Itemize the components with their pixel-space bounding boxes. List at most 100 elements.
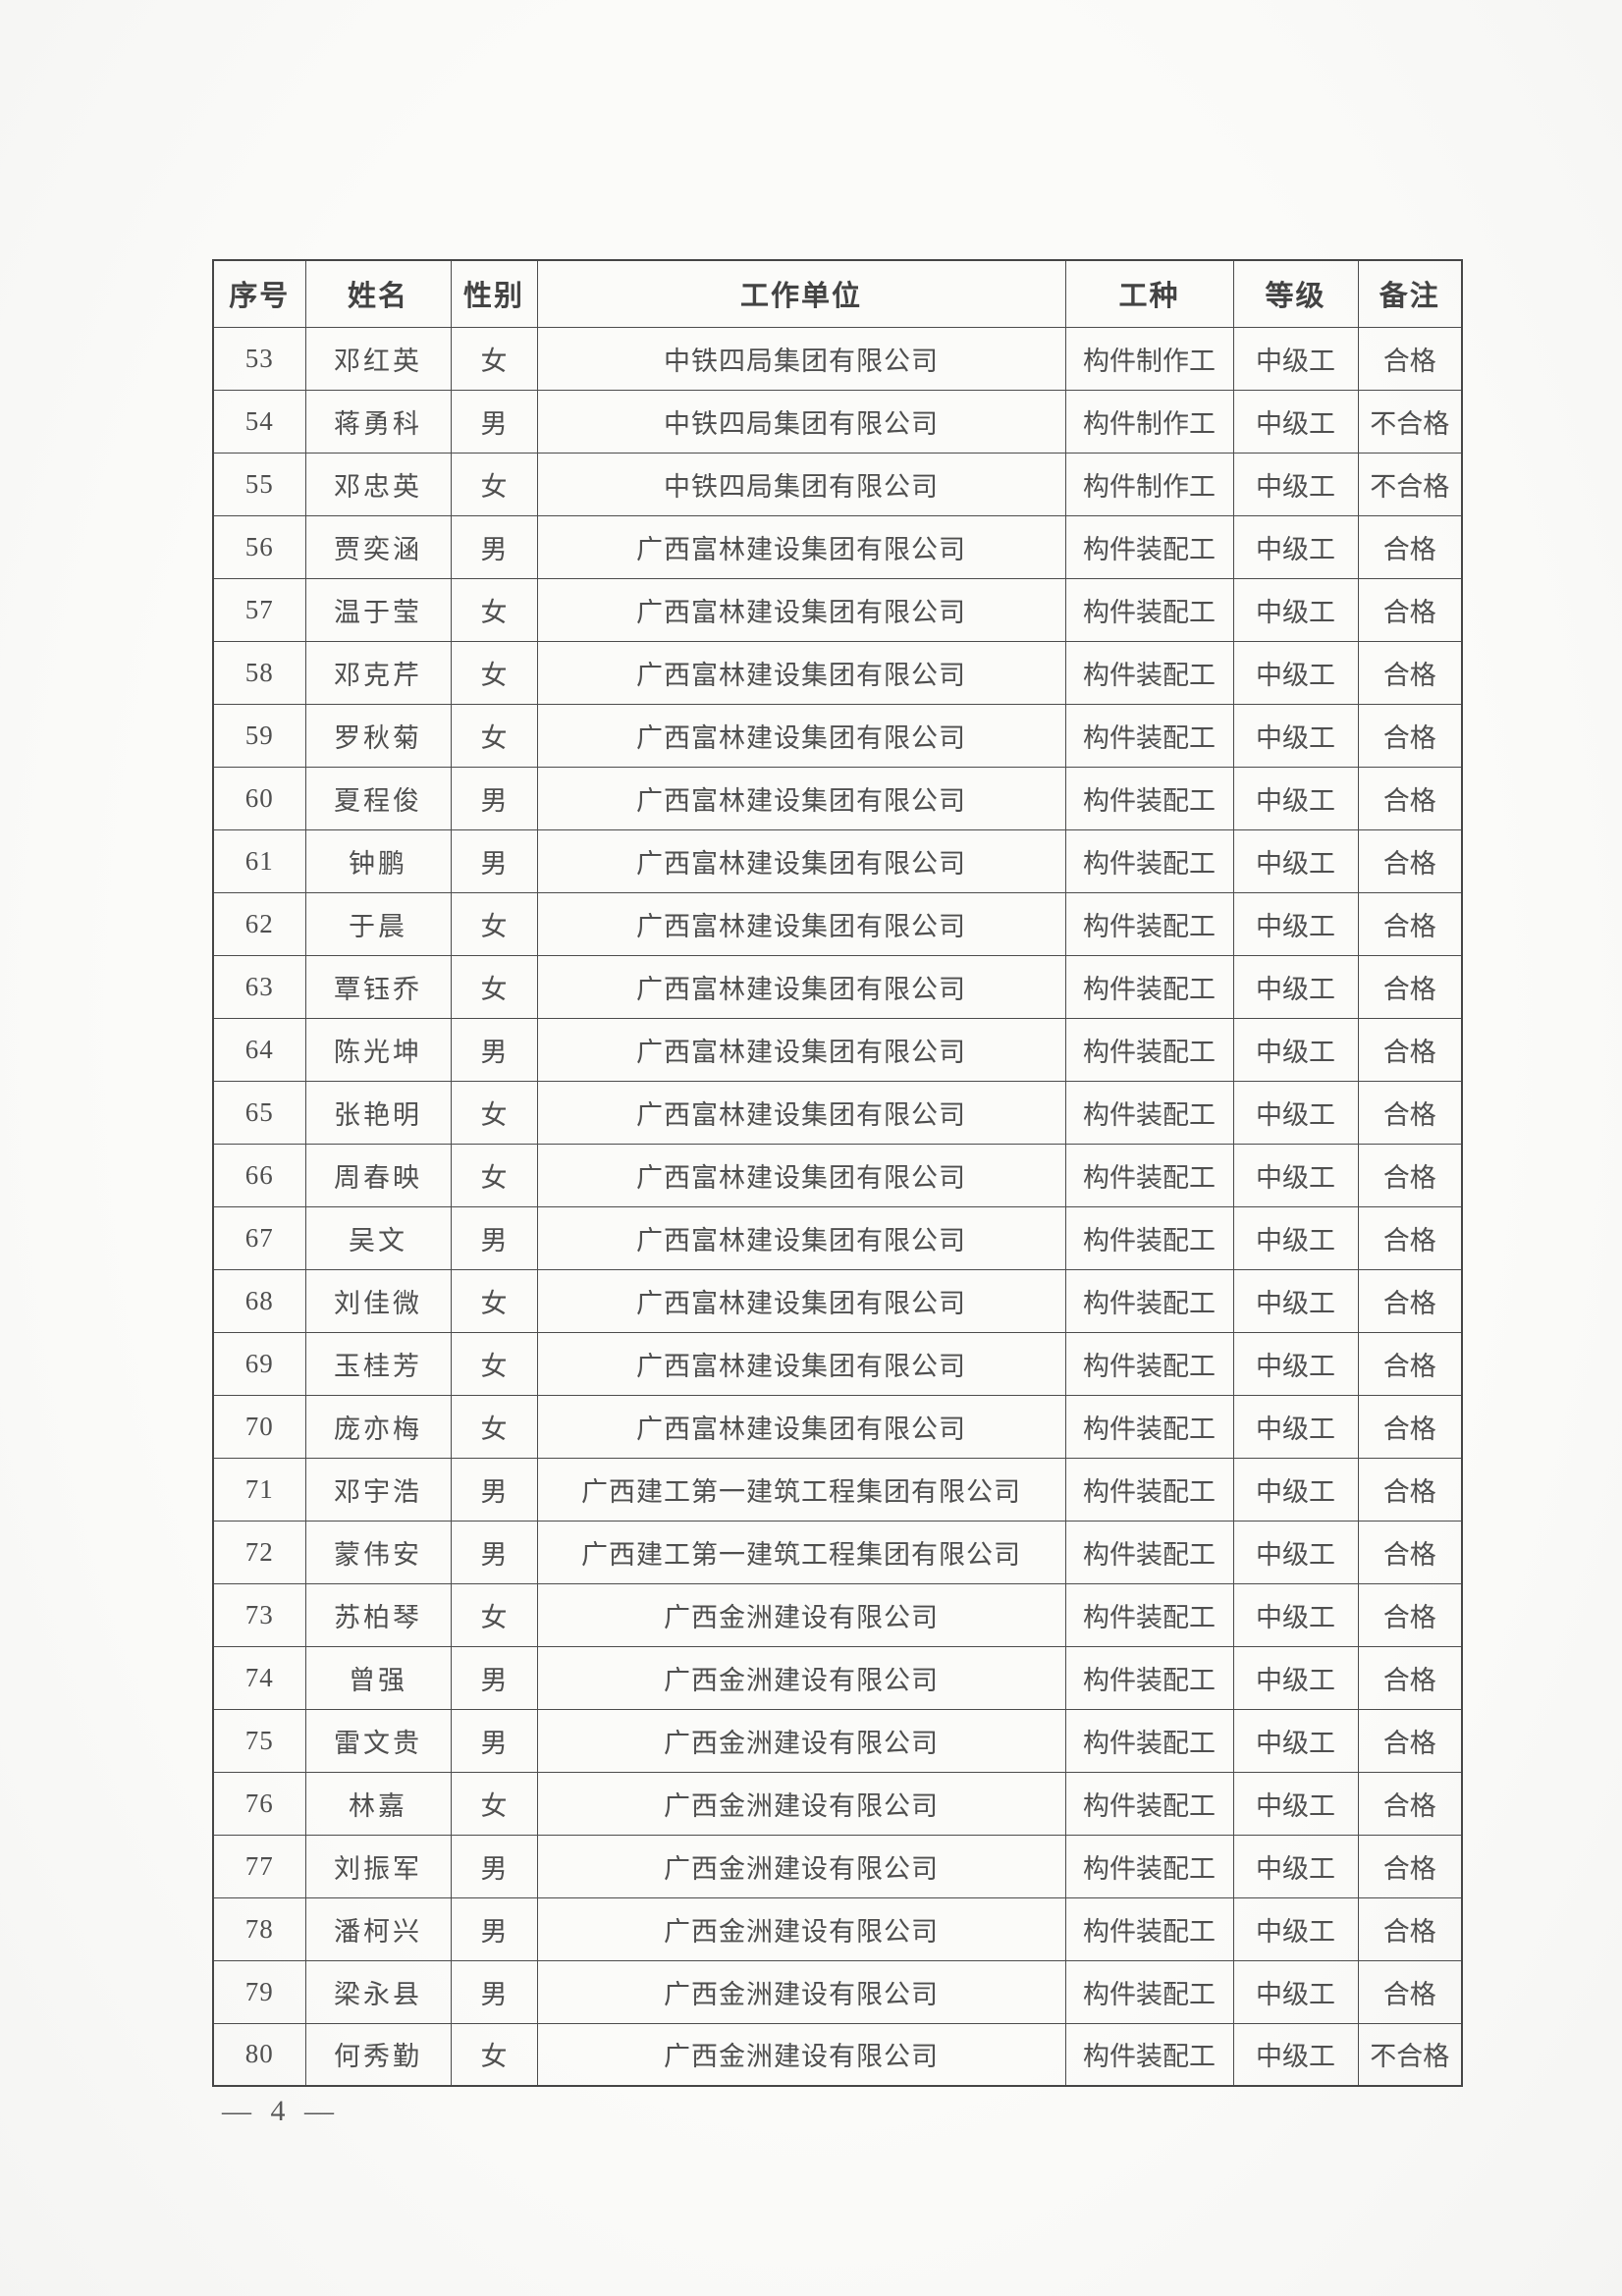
table-row: 78 潘柯兴男广西金洲建设有限公司 构件装配工 中级工 合格 bbox=[212, 1896, 1463, 1961]
column-header-name: 姓名 bbox=[304, 259, 452, 328]
cell-name: 陈光坤 bbox=[304, 1017, 452, 1082]
cell-level: 中级工 bbox=[1232, 1457, 1359, 1522]
cell-name: 覃钰乔 bbox=[304, 954, 452, 1019]
cell-remark: 合格 bbox=[1357, 514, 1463, 579]
cell-level: 中级工 bbox=[1232, 766, 1359, 830]
cell-no: 68 bbox=[212, 1268, 306, 1333]
cell-level: 中级工 bbox=[1232, 1394, 1359, 1459]
cell-remark: 合格 bbox=[1357, 1394, 1463, 1459]
cell-name: 苏柏琴 bbox=[304, 1582, 452, 1647]
cell-level: 中级工 bbox=[1232, 1080, 1359, 1145]
cell-name: 林嘉 bbox=[304, 1771, 452, 1836]
cell-no: 64 bbox=[212, 1017, 306, 1082]
cell-gender: 女 bbox=[450, 1394, 538, 1459]
cell-gender: 男 bbox=[450, 766, 538, 830]
cell-remark: 合格 bbox=[1357, 1959, 1463, 2024]
table-row: 74 曾强男广西金洲建设有限公司 构件装配工 中级工 合格 bbox=[212, 1645, 1463, 1710]
cell-remark: 合格 bbox=[1357, 1268, 1463, 1333]
cell-employer: 广西富林建设集团有限公司 bbox=[536, 514, 1066, 579]
cell-name: 于晨 bbox=[304, 891, 452, 956]
cell-name: 张艳明 bbox=[304, 1080, 452, 1145]
cell-gender: 女 bbox=[450, 452, 538, 516]
cell-trade: 构件装配工 bbox=[1064, 640, 1234, 705]
cell-level: 中级工 bbox=[1232, 703, 1359, 768]
cell-no: 59 bbox=[212, 703, 306, 768]
column-header-employer: 工作单位 bbox=[536, 259, 1066, 328]
cell-employer: 广西金洲建设有限公司 bbox=[536, 1834, 1066, 1898]
cell-no: 62 bbox=[212, 891, 306, 956]
cell-remark: 合格 bbox=[1357, 1143, 1463, 1207]
column-header-no: 序号 bbox=[212, 259, 306, 328]
column-header-level: 等级 bbox=[1232, 259, 1359, 328]
cell-remark: 合格 bbox=[1357, 1645, 1463, 1710]
cell-name: 邓忠英 bbox=[304, 452, 452, 516]
cell-gender: 女 bbox=[450, 326, 538, 391]
cell-remark: 合格 bbox=[1357, 828, 1463, 893]
cell-name: 吴文 bbox=[304, 1205, 452, 1270]
table-row: 70 庞亦梅女广西富林建设集团有限公司 构件装配工 中级工 合格 bbox=[212, 1394, 1463, 1459]
cell-name: 夏程俊 bbox=[304, 766, 452, 830]
table-row: 77 刘振军男广西金洲建设有限公司 构件装配工 中级工 合格 bbox=[212, 1834, 1463, 1898]
cell-employer: 广西金洲建设有限公司 bbox=[536, 1708, 1066, 1773]
cell-no: 53 bbox=[212, 326, 306, 391]
cell-remark: 合格 bbox=[1357, 891, 1463, 956]
cell-gender: 女 bbox=[450, 891, 538, 956]
table-row: 58 邓克芹女广西富林建设集团有限公司 构件装配工 中级工 合格 bbox=[212, 640, 1463, 705]
cell-no: 80 bbox=[212, 2022, 306, 2087]
cell-trade: 构件制作工 bbox=[1064, 389, 1234, 454]
cell-employer: 广西富林建设集团有限公司 bbox=[536, 1205, 1066, 1270]
table-row: 69 玉桂芳女广西富林建设集团有限公司 构件装配工 中级工 合格 bbox=[212, 1331, 1463, 1396]
cell-remark: 合格 bbox=[1357, 1331, 1463, 1396]
cell-name: 潘柯兴 bbox=[304, 1896, 452, 1961]
cell-trade: 构件装配工 bbox=[1064, 1457, 1234, 1522]
cell-gender: 女 bbox=[450, 703, 538, 768]
cell-employer: 广西富林建设集团有限公司 bbox=[536, 828, 1066, 893]
cell-name: 何秀勤 bbox=[304, 2022, 452, 2087]
cell-trade: 构件装配工 bbox=[1064, 514, 1234, 579]
cell-name: 邓克芹 bbox=[304, 640, 452, 705]
cell-name: 邓宇浩 bbox=[304, 1457, 452, 1522]
cell-no: 57 bbox=[212, 577, 306, 642]
table-row: 56 贾奕涵男广西富林建设集团有限公司 构件装配工 中级工 合格 bbox=[212, 514, 1463, 579]
cell-name: 玉桂芳 bbox=[304, 1331, 452, 1396]
column-header-remark: 备注 bbox=[1357, 259, 1463, 328]
cell-gender: 女 bbox=[450, 954, 538, 1019]
cell-remark: 不合格 bbox=[1357, 2022, 1463, 2087]
cell-gender: 男 bbox=[450, 1017, 538, 1082]
cell-employer: 广西金洲建设有限公司 bbox=[536, 2022, 1066, 2087]
cell-employer: 广西富林建设集团有限公司 bbox=[536, 954, 1066, 1019]
certification-results-table: 序号 姓名 性别 工作单位 工种 等级 备注 53 邓红英女中铁四局集团有限公司 构件制作工 中级… bbox=[212, 259, 1463, 2087]
table-row: 67 吴文男广西富林建设集团有限公司 构件装配工 中级工 合格 bbox=[212, 1205, 1463, 1270]
cell-employer: 广西金洲建设有限公司 bbox=[536, 1582, 1066, 1647]
cell-level: 中级工 bbox=[1232, 1268, 1359, 1333]
table-row: 55 邓忠英女中铁四局集团有限公司 构件制作工 中级工 不合格 bbox=[212, 452, 1463, 516]
cell-remark: 合格 bbox=[1357, 1205, 1463, 1270]
cell-level: 中级工 bbox=[1232, 1017, 1359, 1082]
table-row: 60 夏程俊男广西富林建设集团有限公司 构件装配工 中级工 合格 bbox=[212, 766, 1463, 830]
cell-trade: 构件装配工 bbox=[1064, 1520, 1234, 1584]
cell-level: 中级工 bbox=[1232, 891, 1359, 956]
cell-employer: 中铁四局集团有限公司 bbox=[536, 452, 1066, 516]
cell-name: 周春映 bbox=[304, 1143, 452, 1207]
cell-trade: 构件装配工 bbox=[1064, 1143, 1234, 1207]
cell-level: 中级工 bbox=[1232, 1645, 1359, 1710]
cell-trade: 构件装配工 bbox=[1064, 891, 1234, 956]
cell-name: 雷文贵 bbox=[304, 1708, 452, 1773]
cell-no: 72 bbox=[212, 1520, 306, 1584]
cell-trade: 构件装配工 bbox=[1064, 766, 1234, 830]
cell-no: 63 bbox=[212, 954, 306, 1019]
cell-no: 54 bbox=[212, 389, 306, 454]
table-row: 61 钟鹏男广西富林建设集团有限公司 构件装配工 中级工 合格 bbox=[212, 828, 1463, 893]
cell-employer: 广西富林建设集团有限公司 bbox=[536, 1394, 1066, 1459]
cell-employer: 广西金洲建设有限公司 bbox=[536, 1896, 1066, 1961]
cell-no: 60 bbox=[212, 766, 306, 830]
cell-name: 刘佳微 bbox=[304, 1268, 452, 1333]
cell-no: 70 bbox=[212, 1394, 306, 1459]
cell-level: 中级工 bbox=[1232, 1582, 1359, 1647]
cell-no: 71 bbox=[212, 1457, 306, 1522]
cell-employer: 广西富林建设集团有限公司 bbox=[536, 766, 1066, 830]
cell-employer: 广西富林建设集团有限公司 bbox=[536, 640, 1066, 705]
table-row: 65 张艳明女广西富林建设集团有限公司 构件装配工 中级工 合格 bbox=[212, 1080, 1463, 1145]
cell-level: 中级工 bbox=[1232, 452, 1359, 516]
